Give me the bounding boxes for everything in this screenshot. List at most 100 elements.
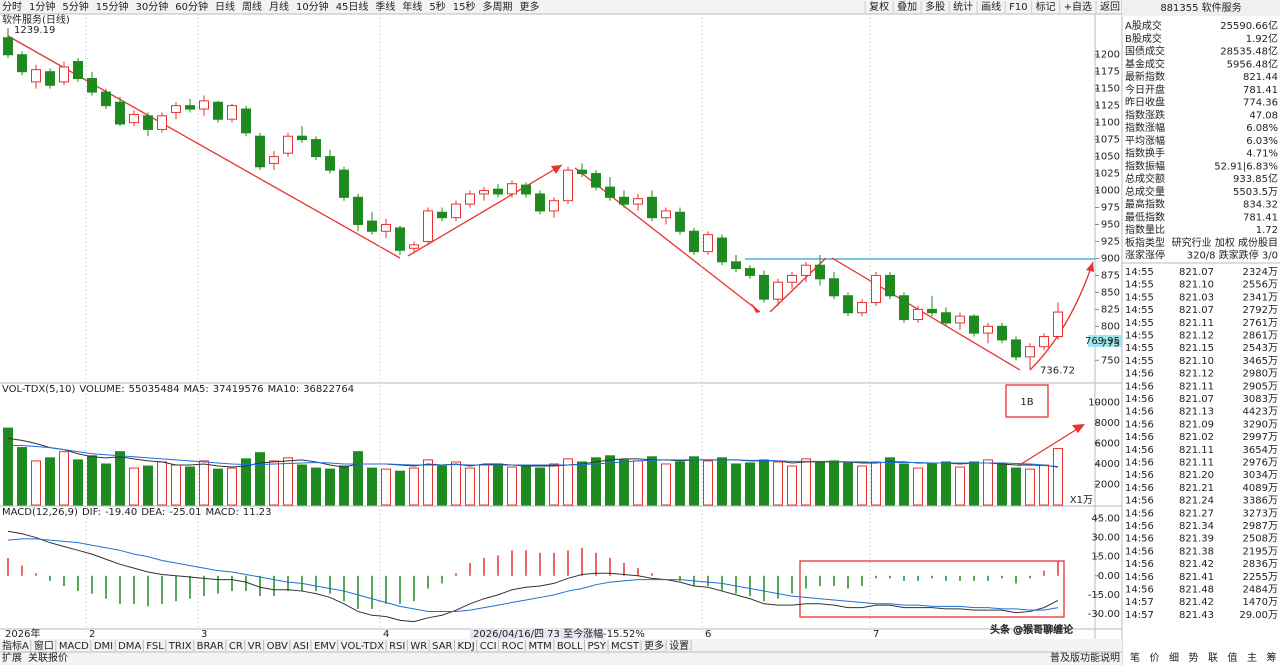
indicator-tab[interactable]: CCI	[480, 641, 497, 652]
tool-button[interactable]: 统计	[953, 0, 973, 13]
period-button[interactable]: 更多	[520, 0, 540, 13]
volume-bar	[283, 457, 293, 506]
indicator-tab[interactable]: 更多	[644, 639, 664, 652]
help-link[interactable]: 普及版功能说明	[1050, 651, 1120, 664]
indicator-tab[interactable]: WR	[410, 641, 427, 652]
tool-button[interactable]: 复权	[869, 0, 889, 13]
period-button[interactable]: 45日线	[336, 0, 369, 13]
candle-body	[871, 274, 881, 304]
period-button[interactable]: 1分钟	[29, 0, 55, 13]
quote-tab[interactable]: 主	[1247, 652, 1257, 664]
indicator-tab[interactable]: SAR	[432, 641, 452, 652]
quote-value: 821.44	[1243, 72, 1278, 83]
tick-time: 14:56	[1125, 546, 1154, 557]
quote-value: 52.91|6.83%	[1214, 161, 1278, 172]
volume-bar	[955, 466, 965, 506]
period-button[interactable]: 年线	[402, 0, 422, 13]
period-button[interactable]: 5分钟	[62, 0, 88, 13]
period-button[interactable]: 60分钟	[175, 0, 208, 13]
indicator-tab[interactable]: DMA	[118, 641, 141, 652]
quote-label: 基金成交	[1125, 57, 1165, 70]
indicator-tab[interactable]: 设置	[669, 640, 689, 652]
period-button[interactable]: 日线	[215, 0, 235, 13]
candle-body	[1053, 311, 1063, 338]
indicator-tab[interactable]: DMI	[94, 641, 113, 652]
period-button[interactable]: 15秒	[453, 0, 476, 13]
indicator-tab[interactable]: RSI	[389, 641, 405, 652]
period-button[interactable]: 季线	[375, 0, 395, 13]
volume-bar	[1025, 468, 1035, 506]
indicator-tab[interactable]: TRIX	[168, 641, 192, 652]
volume-bar	[703, 460, 713, 506]
tick-volume: 2324万	[1243, 267, 1278, 278]
tick-time: 14:56	[1125, 419, 1154, 430]
tick-time: 14:57	[1125, 610, 1154, 621]
indicator-tab[interactable]: 窗口	[34, 639, 54, 652]
tool-button[interactable]: 画线	[981, 0, 1001, 13]
candle-body	[3, 37, 13, 56]
period-button[interactable]: 月线	[269, 0, 289, 13]
indicator-tab[interactable]: MACD	[59, 641, 89, 652]
tick-price: 821.27	[1179, 508, 1214, 519]
indicator-tab[interactable]: ROC	[502, 641, 524, 652]
quote-label: 总成交额	[1125, 172, 1165, 185]
tool-button[interactable]: 标记	[1036, 1, 1056, 13]
tick-time: 14:56	[1125, 496, 1154, 507]
tool-button[interactable]: 叠加	[897, 1, 917, 13]
quote-tab[interactable]: 联	[1208, 652, 1218, 664]
indicator-tab[interactable]: MCST	[611, 641, 640, 652]
tool-button[interactable]: +自选	[1064, 0, 1092, 13]
volume-bar	[311, 467, 321, 506]
period-button[interactable]: 30分钟	[135, 0, 168, 13]
tool-button[interactable]: F10	[1009, 2, 1027, 13]
period-button[interactable]: 多周期	[483, 0, 513, 13]
panel-header: 55035484	[129, 384, 180, 395]
period-button[interactable]: 5秒	[429, 0, 445, 13]
volume-bar	[731, 463, 741, 506]
indicator-tab[interactable]: VR	[248, 641, 262, 652]
volume-bar	[661, 463, 671, 506]
tick-price: 821.09	[1179, 419, 1214, 430]
candle-body	[255, 135, 265, 168]
bottom-tab[interactable]: 扩展	[2, 651, 22, 664]
indicator-tab[interactable]: ASI	[293, 641, 309, 652]
panel-header: -25.01	[169, 507, 201, 518]
indicator-tab[interactable]: VOL-TDX	[341, 641, 384, 652]
indicator-tab[interactable]: BRAR	[197, 641, 224, 652]
tool-button[interactable]: 多股	[925, 0, 945, 13]
arrow-head	[1086, 262, 1094, 272]
tool-button[interactable]: 返回	[1100, 1, 1120, 13]
quote-tab[interactable]: 价	[1150, 652, 1160, 664]
quote-tab[interactable]: 值	[1228, 651, 1238, 664]
indicator-tab[interactable]: FSL	[146, 641, 164, 652]
y-tick-label: 900	[1101, 253, 1120, 264]
period-button[interactable]: 10分钟	[296, 0, 329, 13]
indicator-tab[interactable]: KDJ	[457, 641, 474, 652]
quote-tab[interactable]: 势	[1189, 651, 1199, 664]
candle-body	[101, 91, 111, 107]
quote-label: 今日开盘	[1125, 83, 1165, 96]
quote-tab[interactable]: 筹	[1267, 651, 1277, 664]
period-button[interactable]: 分时	[2, 1, 22, 13]
indicator-tab[interactable]: OBV	[267, 641, 288, 652]
indicator-tab[interactable]: PSY	[588, 641, 607, 652]
period-button[interactable]: 周线	[242, 0, 262, 13]
quote-tab[interactable]: 细	[1169, 651, 1179, 664]
tick-time: 14:55	[1125, 331, 1154, 342]
bottom-tab[interactable]: 关联报价	[28, 651, 68, 664]
tick-time: 14:56	[1125, 483, 1154, 494]
volume-bar	[787, 465, 797, 506]
indicator-tab[interactable]: EMV	[314, 641, 336, 652]
quote-value: 4.71%	[1246, 149, 1278, 160]
indicator-tab[interactable]: MTM	[528, 641, 551, 652]
quote-tab[interactable]: 笔	[1130, 651, 1140, 664]
period-button[interactable]: 15分钟	[96, 0, 129, 13]
volume-bar	[143, 465, 153, 506]
tick-volume: 2861万	[1243, 331, 1278, 342]
quote-label: B股成交	[1125, 32, 1162, 45]
panel-header: 37419576	[213, 384, 264, 395]
indicator-tab[interactable]: CR	[229, 641, 243, 652]
indicator-tab[interactable]: 指标A	[2, 639, 29, 652]
volume-bar	[675, 461, 685, 506]
indicator-tab[interactable]: BOLL	[557, 641, 583, 652]
